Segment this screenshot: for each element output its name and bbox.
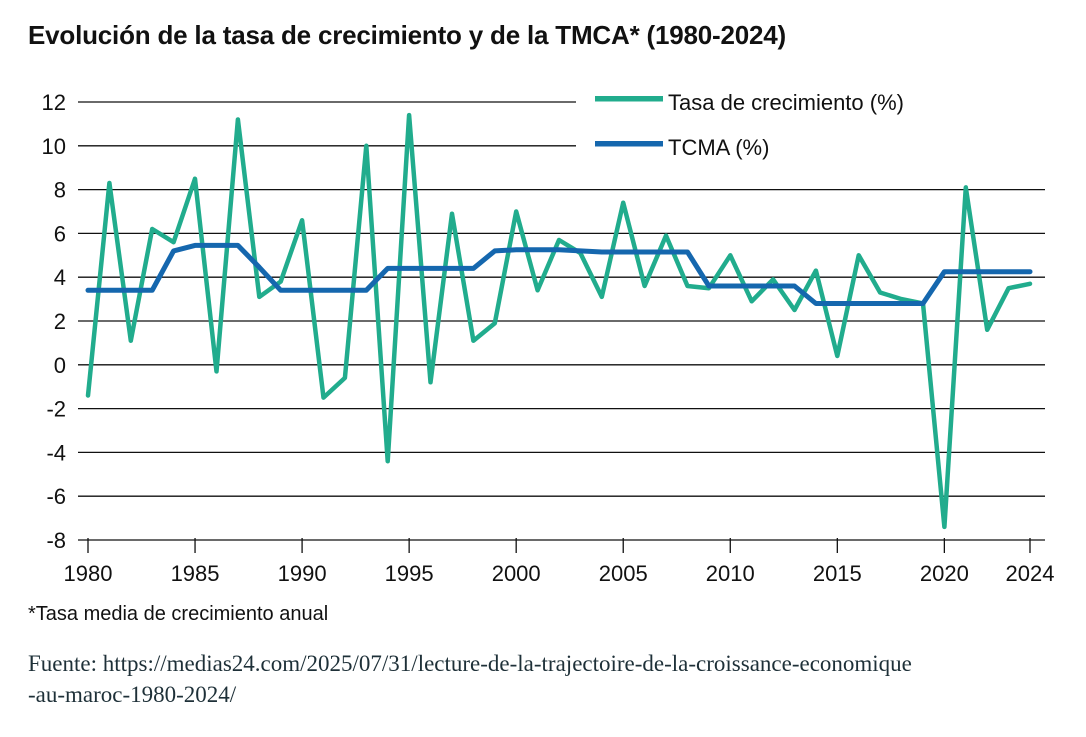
y-tick-label: 12 xyxy=(42,90,66,115)
source-line-1: Fuente: https://medias24.com/2025/07/31/… xyxy=(28,651,912,676)
y-tick-label: 2 xyxy=(54,309,66,334)
page-title: Evolución de la tasa de crecimiento y de… xyxy=(28,20,786,50)
x-tick-label: 1995 xyxy=(385,561,434,586)
x-tick-label: 2000 xyxy=(492,561,541,586)
y-tick-label: 10 xyxy=(42,134,66,159)
source-line-2: -au-maroc-1980-2024/ xyxy=(28,682,237,708)
y-tick-label: -8 xyxy=(46,528,66,553)
x-tick-label: 2005 xyxy=(599,561,648,586)
x-tick-label: 1990 xyxy=(278,561,327,586)
x-tick-label: 2024 xyxy=(1006,561,1055,586)
chart-canvas: 12 10 8 6 4 2 0 -2 -4 -6 -8 1980 1985 1990 1995 2000 200… xyxy=(42,90,1055,586)
y-tick-label: 6 xyxy=(54,221,66,246)
source-citation: Fuente: https://medias24.com/2025/07/31/… xyxy=(28,648,1068,710)
x-tick-label: 2010 xyxy=(706,561,755,586)
growth-line xyxy=(85,112,1033,530)
y-tick-label: 0 xyxy=(54,353,66,378)
tcma-line xyxy=(85,242,1033,306)
legend-label-growth: Tasa de crecimiento (%) xyxy=(668,90,904,115)
x-tick-label: 2020 xyxy=(920,561,969,586)
legend-swatch-tcma xyxy=(595,141,663,147)
legend-label-tcma: TCMA (%) xyxy=(668,135,769,160)
y-tick-label: -2 xyxy=(46,397,66,422)
x-tick-label: 1985 xyxy=(171,561,220,586)
x-tick-label: 1980 xyxy=(64,561,113,586)
chart-footnote: *Tasa media de crecimiento anual xyxy=(28,603,329,625)
y-tick-label: -6 xyxy=(46,484,66,509)
y-tick-label: -4 xyxy=(46,440,66,465)
y-tick-label: 8 xyxy=(54,178,66,203)
legend-swatch-growth xyxy=(595,96,663,102)
y-tick-label: 4 xyxy=(54,265,66,290)
x-tick-label: 2015 xyxy=(813,561,862,586)
